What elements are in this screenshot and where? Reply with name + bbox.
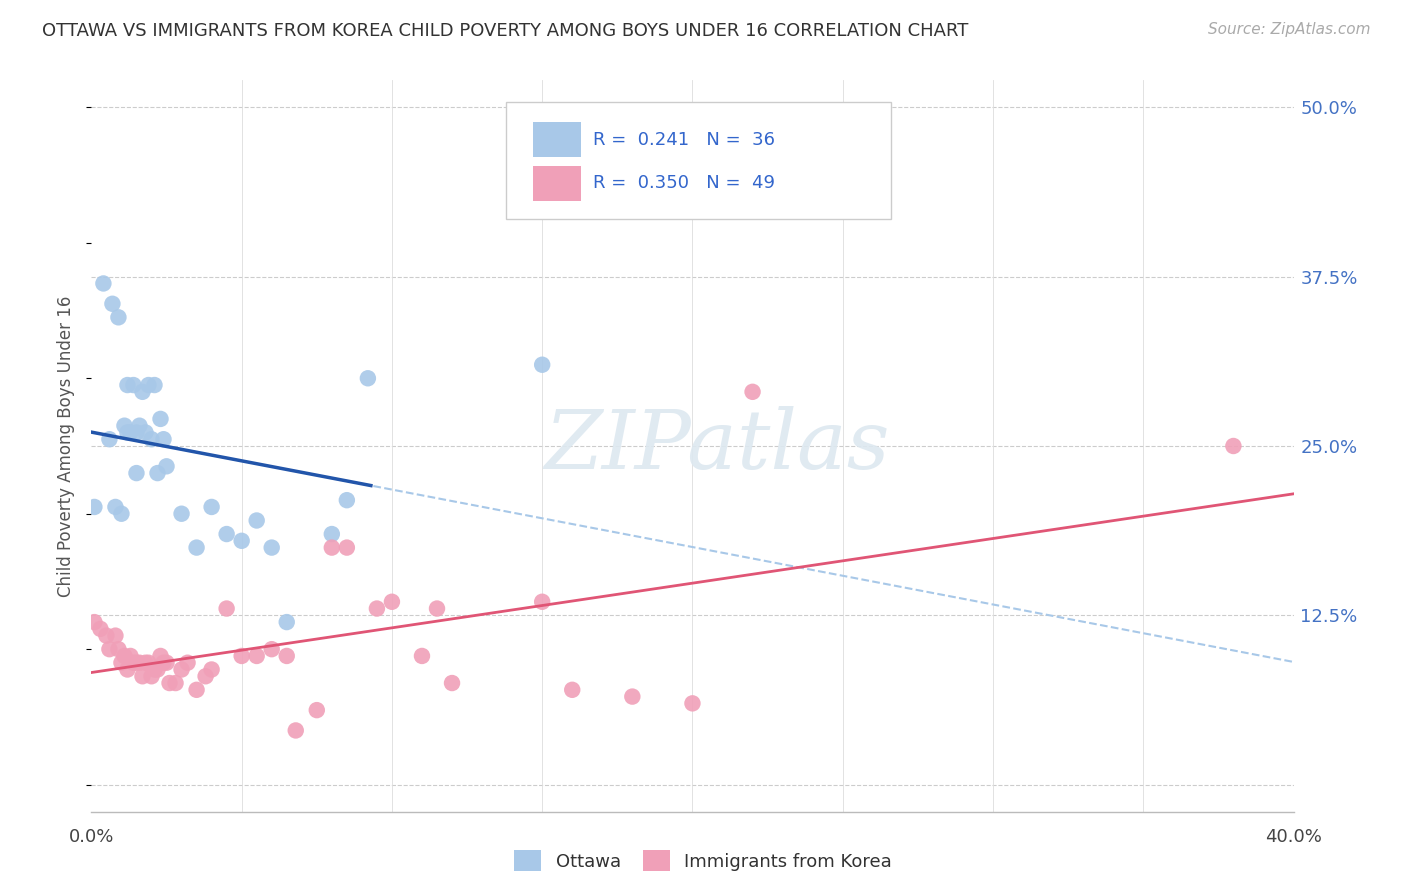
Point [366, 601, 388, 615]
Text: R =  0.241   N =  36: R = 0.241 N = 36 [593, 130, 775, 149]
Point [260, 642, 283, 657]
Point [120, 648, 142, 663]
Point [149, 648, 172, 663]
Point [186, 682, 208, 697]
Text: R =  0.350   N =  49: R = 0.350 N = 49 [593, 175, 775, 193]
Point [125, 425, 148, 440]
Point [246, 648, 269, 663]
Point [98, 432, 121, 446]
Point [101, 297, 124, 311]
Point [96, 629, 118, 643]
Point [170, 507, 193, 521]
Point [165, 676, 187, 690]
Point [411, 648, 433, 663]
Point [681, 697, 703, 711]
Point [98, 642, 121, 657]
FancyBboxPatch shape [533, 122, 581, 157]
Point [128, 418, 150, 433]
Point [117, 663, 139, 677]
FancyBboxPatch shape [506, 103, 891, 219]
Point [138, 378, 160, 392]
Point [152, 656, 174, 670]
Point [122, 378, 145, 392]
Point [131, 384, 153, 399]
Point [117, 378, 139, 392]
Point [357, 371, 380, 385]
Point [120, 425, 142, 440]
Point [426, 601, 449, 615]
Point [128, 656, 150, 670]
Point [83, 500, 105, 514]
Point [152, 432, 174, 446]
Point [231, 533, 253, 548]
Legend: Ottawa, Immigrants from Korea: Ottawa, Immigrants from Korea [508, 843, 898, 879]
Point [321, 541, 343, 555]
Point [531, 358, 554, 372]
Point [201, 663, 224, 677]
Point [155, 656, 177, 670]
Point [231, 648, 253, 663]
Point [110, 656, 132, 670]
Point [131, 669, 153, 683]
Point [93, 277, 115, 291]
Point [89, 622, 111, 636]
Point [143, 378, 166, 392]
Point [276, 648, 298, 663]
Point [117, 425, 139, 440]
Point [336, 493, 359, 508]
Point [122, 656, 145, 670]
Point [104, 500, 127, 514]
Text: Source: ZipAtlas.com: Source: ZipAtlas.com [1208, 22, 1371, 37]
Point [170, 663, 193, 677]
Point [159, 676, 181, 690]
Point [321, 527, 343, 541]
Point [114, 418, 136, 433]
Point [149, 412, 172, 426]
Point [104, 629, 127, 643]
Y-axis label: Child Poverty Among Boys Under 16: Child Poverty Among Boys Under 16 [58, 295, 76, 597]
Point [561, 682, 583, 697]
Text: ZIPatlas: ZIPatlas [544, 406, 889, 486]
Point [284, 723, 307, 738]
Point [114, 648, 136, 663]
Point [1222, 439, 1244, 453]
FancyBboxPatch shape [533, 166, 581, 201]
Text: OTTAWA VS IMMIGRANTS FROM KOREA CHILD POVERTY AMONG BOYS UNDER 16 CORRELATION CH: OTTAWA VS IMMIGRANTS FROM KOREA CHILD PO… [42, 22, 969, 40]
Point [176, 656, 198, 670]
Point [107, 310, 129, 325]
Point [260, 541, 283, 555]
Point [107, 642, 129, 657]
Point [141, 669, 163, 683]
Point [143, 663, 166, 677]
Point [440, 676, 463, 690]
Point [125, 656, 148, 670]
Point [186, 541, 208, 555]
Point [134, 425, 156, 440]
Point [305, 703, 328, 717]
Point [531, 595, 554, 609]
Point [110, 507, 132, 521]
Point [276, 615, 298, 629]
Point [141, 432, 163, 446]
Point [215, 527, 238, 541]
Point [215, 601, 238, 615]
Point [138, 656, 160, 670]
Point [125, 466, 148, 480]
Point [83, 615, 105, 629]
Point [381, 595, 404, 609]
Point [194, 669, 217, 683]
Point [201, 500, 224, 514]
Point [336, 541, 359, 555]
Point [146, 466, 169, 480]
Point [246, 514, 269, 528]
Point [155, 459, 177, 474]
Point [146, 663, 169, 677]
Point [741, 384, 763, 399]
Point [621, 690, 644, 704]
Point [134, 656, 156, 670]
